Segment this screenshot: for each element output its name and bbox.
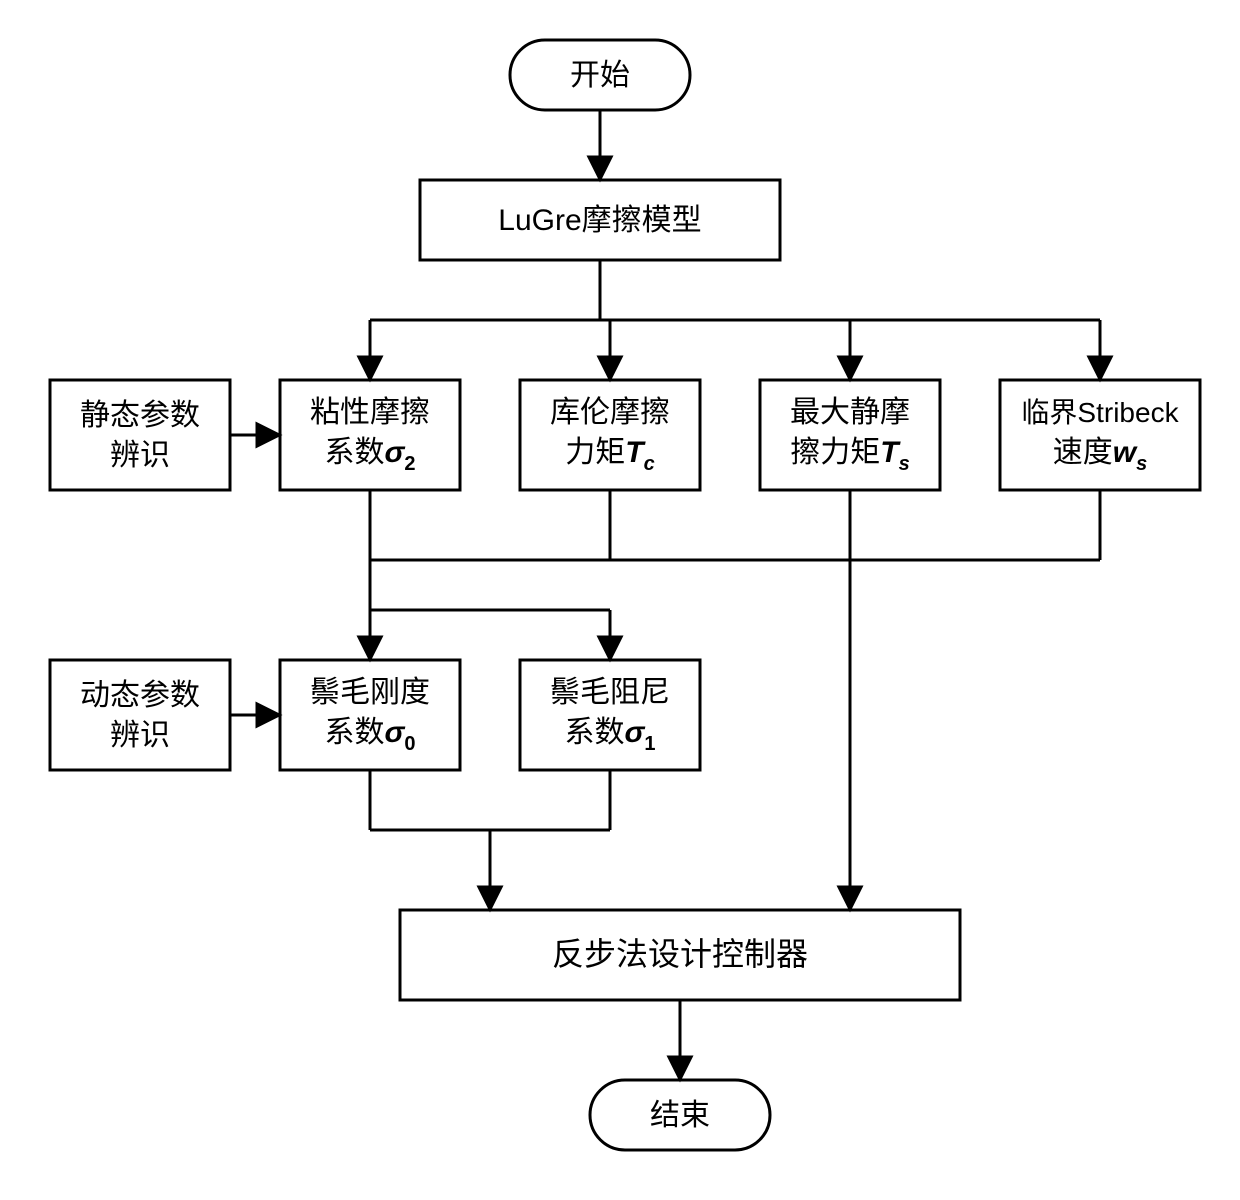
dyn-id-l2: 辨识 [110,719,170,752]
lugre-label: LuGre摩擦模型 [498,204,701,237]
sigma0-l1: 鬃毛刚度 [310,676,430,709]
controller-label: 反步法设计控制器 [552,936,808,972]
dyn-id-node [50,660,230,770]
dyn-id-l1: 动态参数 [80,679,200,712]
flowchart-svg: 开始 LuGre摩擦模型 静态参数 辨识 粘性摩擦 系数σ2 库伦摩擦 力矩Tc… [0,0,1240,1200]
ws-l1: 临界Stribeck [1021,397,1179,428]
start-label: 开始 [570,59,630,92]
end-label: 结束 [650,1099,710,1132]
sigma1-l1: 鬃毛阻尼 [550,676,670,709]
static-id-l1: 静态参数 [80,399,200,432]
tc-l1: 库伦摩擦 [550,396,670,429]
ts-l1: 最大静摩 [790,396,910,429]
static-id-l2: 辨识 [110,439,170,472]
static-id-node [50,380,230,490]
sigma2-l1: 粘性摩擦 [310,396,430,429]
